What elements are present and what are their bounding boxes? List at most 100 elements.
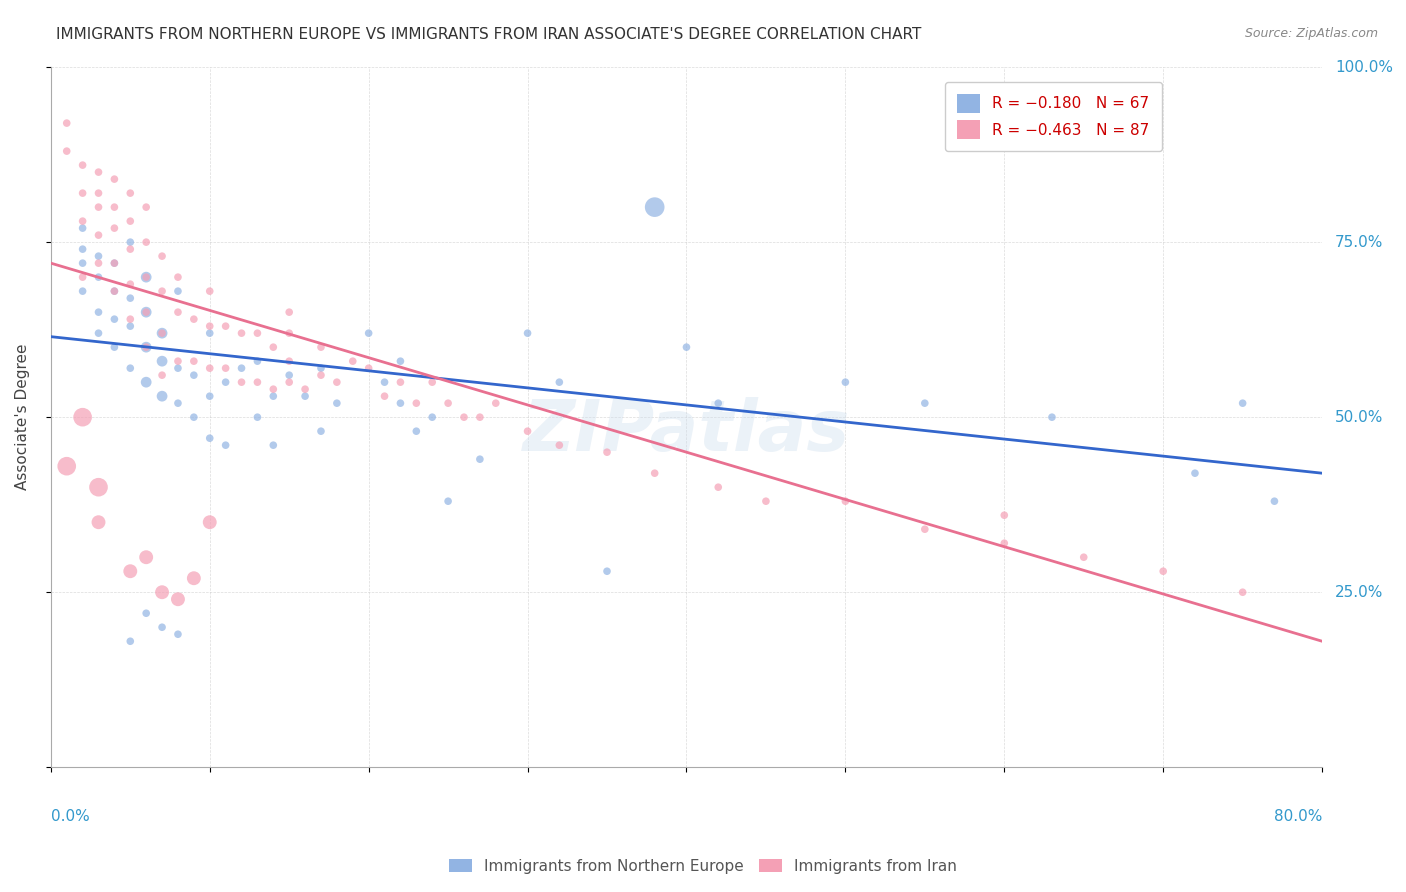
Point [548, 438, 571, 452]
Point [278, 326, 301, 341]
Text: Source: ZipAtlas.com: Source: ZipAtlas.com [1244, 27, 1378, 40]
Point [72, 256, 94, 270]
Point [198, 284, 221, 298]
Point [103, 256, 125, 270]
Point [135, 550, 157, 565]
Point [262, 340, 284, 354]
Point [485, 396, 508, 410]
Point [120, 319, 142, 334]
Point [167, 270, 190, 285]
Point [389, 375, 412, 389]
Point [150, 284, 173, 298]
Point [516, 326, 538, 341]
Point [1232, 396, 1254, 410]
Point [55, 459, 77, 474]
Point [135, 305, 157, 319]
Point [72, 410, 94, 425]
Point [120, 277, 142, 292]
Point [198, 389, 221, 403]
Point [1232, 585, 1254, 599]
Point [1184, 466, 1206, 480]
Point [993, 508, 1015, 523]
Point [103, 340, 125, 354]
Point [183, 354, 205, 368]
Point [644, 200, 666, 214]
Point [103, 284, 125, 298]
Point [167, 396, 190, 410]
Point [468, 410, 491, 425]
Point [468, 452, 491, 467]
Point [72, 270, 94, 285]
Point [87, 480, 110, 494]
Point [150, 326, 173, 341]
Point [87, 515, 110, 529]
Point [183, 410, 205, 425]
Point [278, 368, 301, 383]
Point [1263, 494, 1285, 508]
Point [103, 172, 125, 186]
Point [135, 200, 157, 214]
Point [1073, 550, 1095, 565]
Point [357, 361, 380, 376]
Point [183, 571, 205, 585]
Point [135, 270, 157, 285]
Point [420, 410, 443, 425]
Point [1152, 564, 1174, 578]
Point [120, 242, 142, 256]
Point [103, 312, 125, 326]
Point [120, 361, 142, 376]
Point [135, 606, 157, 620]
Point [103, 221, 125, 235]
Point [103, 284, 125, 298]
Point [120, 186, 142, 201]
Point [246, 326, 269, 341]
Point [405, 424, 427, 438]
Point [55, 116, 77, 130]
Point [246, 410, 269, 425]
Point [834, 494, 856, 508]
Point [914, 396, 936, 410]
Point [72, 214, 94, 228]
Point [150, 389, 173, 403]
Point [87, 249, 110, 263]
Point [150, 585, 173, 599]
Point [437, 396, 460, 410]
Point [278, 305, 301, 319]
Point [309, 340, 332, 354]
Y-axis label: Associate's Degree: Associate's Degree [15, 344, 30, 491]
Point [214, 375, 236, 389]
Text: 0.0%: 0.0% [51, 809, 90, 824]
Point [262, 389, 284, 403]
Point [87, 165, 110, 179]
Point [72, 284, 94, 298]
Point [87, 228, 110, 243]
Point [755, 494, 778, 508]
Point [183, 368, 205, 383]
Point [596, 564, 619, 578]
Point [548, 375, 571, 389]
Point [120, 214, 142, 228]
Point [150, 326, 173, 341]
Point [72, 186, 94, 201]
Point [167, 361, 190, 376]
Point [135, 235, 157, 249]
Point [294, 389, 316, 403]
Point [87, 200, 110, 214]
Point [707, 480, 730, 494]
Point [135, 375, 157, 389]
Point [87, 326, 110, 341]
Text: ZIPatlas: ZIPatlas [523, 397, 851, 466]
Point [72, 242, 94, 256]
Point [135, 305, 157, 319]
Point [55, 144, 77, 158]
Point [309, 424, 332, 438]
Point [214, 319, 236, 334]
Point [231, 361, 253, 376]
Point [167, 354, 190, 368]
Point [231, 326, 253, 341]
Point [120, 312, 142, 326]
Point [198, 431, 221, 445]
Point [120, 634, 142, 648]
Point [294, 382, 316, 396]
Point [675, 340, 697, 354]
